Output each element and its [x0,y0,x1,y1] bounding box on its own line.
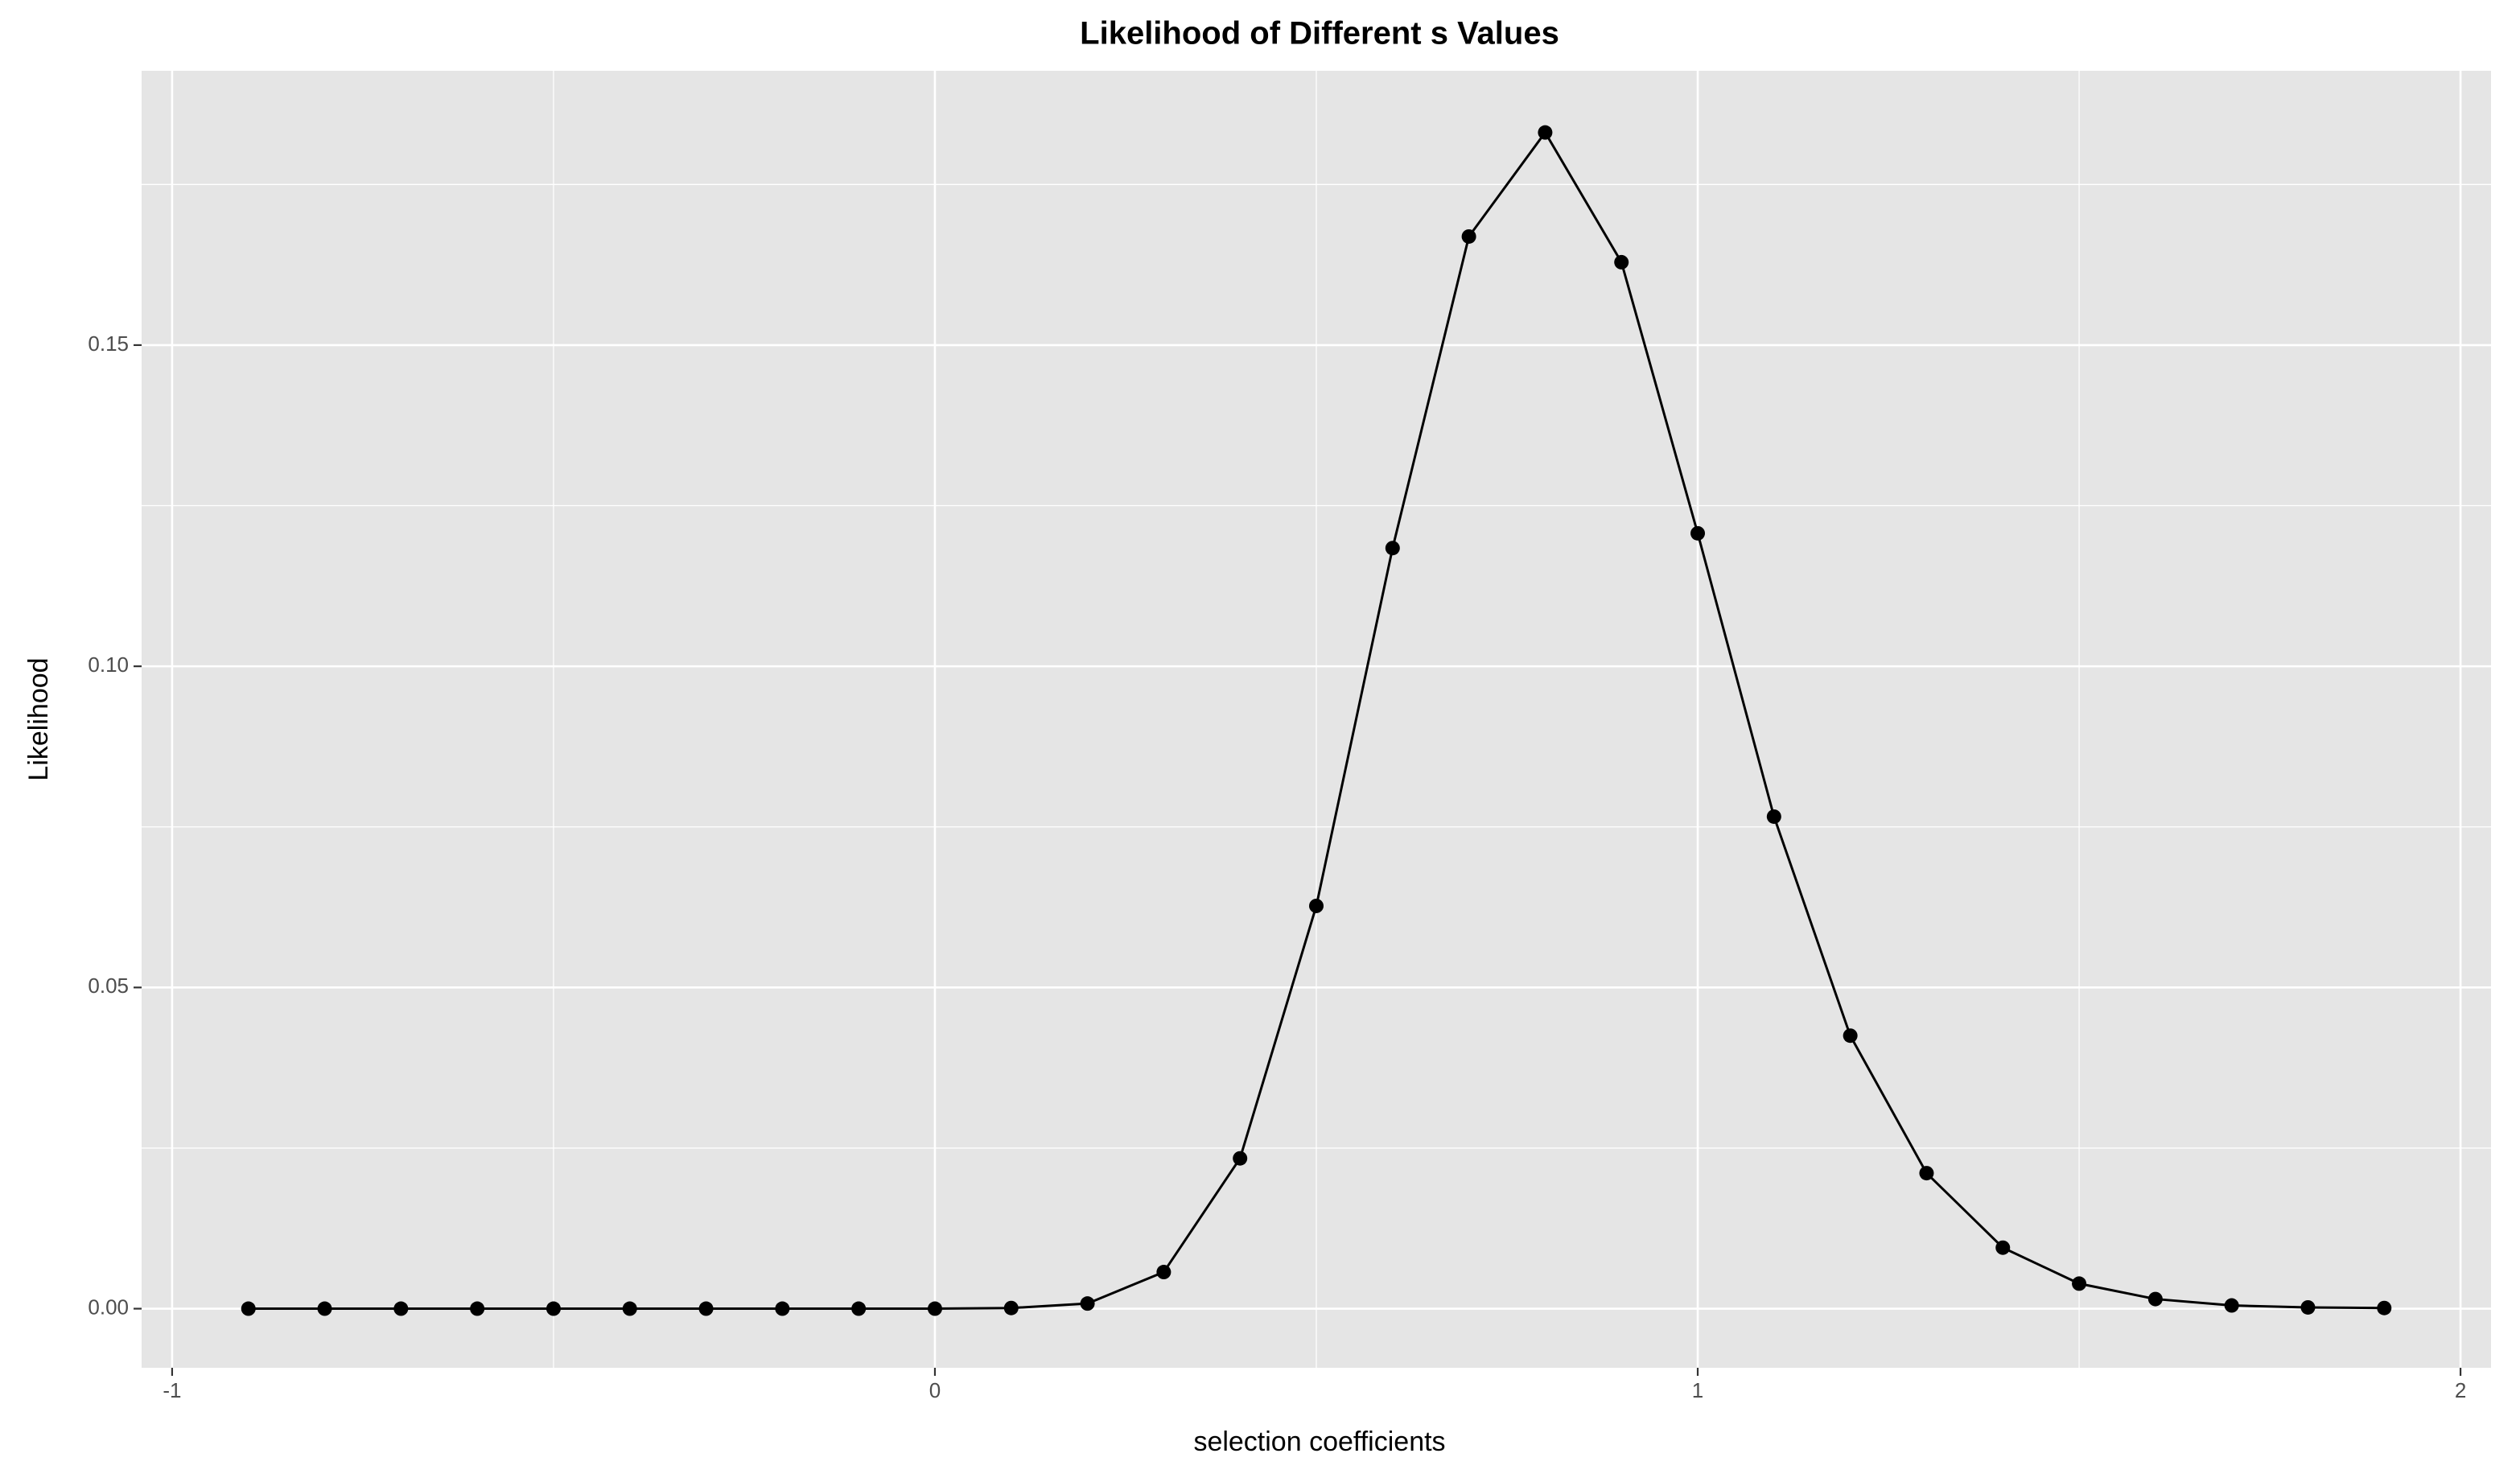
x-axis-title: selection coefficients [1193,1427,1445,1457]
y-tick-label: 0.00 [88,1295,129,1319]
point [775,1301,790,1316]
point [1461,228,1476,244]
x-tick-label: 1 [1692,1378,1703,1402]
point [393,1301,409,1316]
y-tick-label: 0.05 [88,974,129,998]
point [698,1301,714,1316]
point [1843,1028,1858,1044]
point [1233,1151,1248,1166]
point [2377,1300,2392,1315]
point [1309,898,1324,913]
point [1919,1166,1934,1181]
point [1080,1296,1095,1311]
point [2224,1298,2239,1313]
point [1156,1265,1171,1280]
point [1538,125,1553,140]
point [241,1301,256,1316]
y-tick-label: 0.10 [88,653,129,677]
point [1003,1300,1019,1315]
point [851,1301,867,1316]
point [470,1301,485,1316]
point [1690,525,1706,541]
point [1995,1240,2011,1255]
y-tick-label: 0.15 [88,331,129,356]
x-tick-label: 2 [2455,1378,2466,1402]
point [1766,809,1781,824]
point [1614,254,1629,270]
x-tick-label: -1 [163,1378,181,1402]
point [927,1301,942,1316]
point [2072,1276,2087,1291]
y-axis-title: Likelihood [23,657,54,780]
point [2300,1299,2316,1315]
point [2147,1291,2163,1307]
x-tick-label: 0 [929,1378,941,1402]
chart-title: Likelihood of Different s Values [1080,16,1559,51]
point [546,1301,561,1316]
point [1385,541,1400,556]
point [317,1301,332,1316]
point [622,1301,637,1316]
